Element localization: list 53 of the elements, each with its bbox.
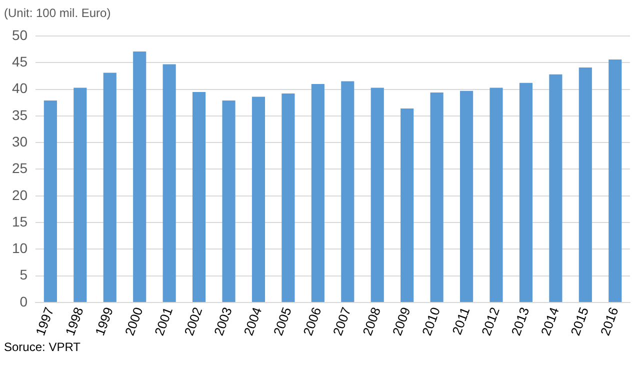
bar (578, 67, 592, 302)
bar (608, 59, 622, 302)
x-tick-label: 2007 (330, 305, 354, 338)
bar (460, 90, 474, 302)
x-tick-label: 2008 (360, 305, 384, 338)
x-tick-label: 2012 (478, 305, 502, 338)
x-tick-label: 1999 (92, 305, 116, 338)
bar (549, 74, 562, 302)
y-tick-label: 35 (12, 106, 28, 123)
x-tick-label: 2016 (597, 305, 622, 338)
y-tick-label: 5 (20, 266, 28, 283)
bar (430, 92, 444, 302)
x-tick-label: 1998 (62, 305, 86, 338)
bar (311, 84, 324, 302)
bar (103, 72, 116, 302)
y-tick-label: 30 (12, 133, 28, 150)
bar (222, 100, 236, 302)
y-tick-label: 0 (20, 293, 28, 310)
bar (252, 96, 266, 302)
x-tick-label: 2002 (181, 305, 206, 338)
x-tick-label: 2011 (449, 305, 473, 337)
bar (133, 51, 146, 302)
y-tick-label: 50 (12, 26, 28, 43)
y-axis-title: (Unit: 100 mil. Euro) (4, 6, 111, 20)
x-tick-label: 1997 (32, 305, 57, 338)
x-tick-label: 2001 (152, 305, 176, 338)
y-tick-label: 15 (12, 213, 28, 230)
x-tick-label: 2006 (300, 305, 324, 338)
x-tick-label: 2005 (270, 305, 294, 338)
x-tick-label: 2009 (389, 305, 414, 338)
x-tick-label: 2004 (240, 305, 265, 338)
bar (74, 88, 87, 302)
bar (341, 81, 354, 302)
bar (490, 88, 503, 302)
bar (282, 94, 295, 302)
bar (370, 88, 384, 302)
y-tick-label: 20 (12, 186, 28, 203)
y-tick-label: 40 (12, 80, 28, 96)
x-tick-label: 2013 (508, 305, 532, 338)
x-tick-label: 2014 (538, 305, 562, 338)
x-tick-label: 2003 (210, 305, 235, 338)
y-tick-label: 10 (12, 240, 28, 256)
x-tick-label: 2015 (568, 305, 592, 338)
bar (400, 108, 414, 302)
bar (192, 92, 206, 302)
x-tick-label: 2000 (122, 305, 146, 338)
text: Soruce: VPRT (4, 340, 80, 354)
y-tick-label: 45 (12, 54, 28, 70)
bar (162, 64, 176, 302)
x-tick-label: 2010 (419, 305, 443, 338)
bar (44, 100, 57, 302)
y-tick-label: 25 (12, 160, 28, 176)
bar (519, 82, 533, 302)
